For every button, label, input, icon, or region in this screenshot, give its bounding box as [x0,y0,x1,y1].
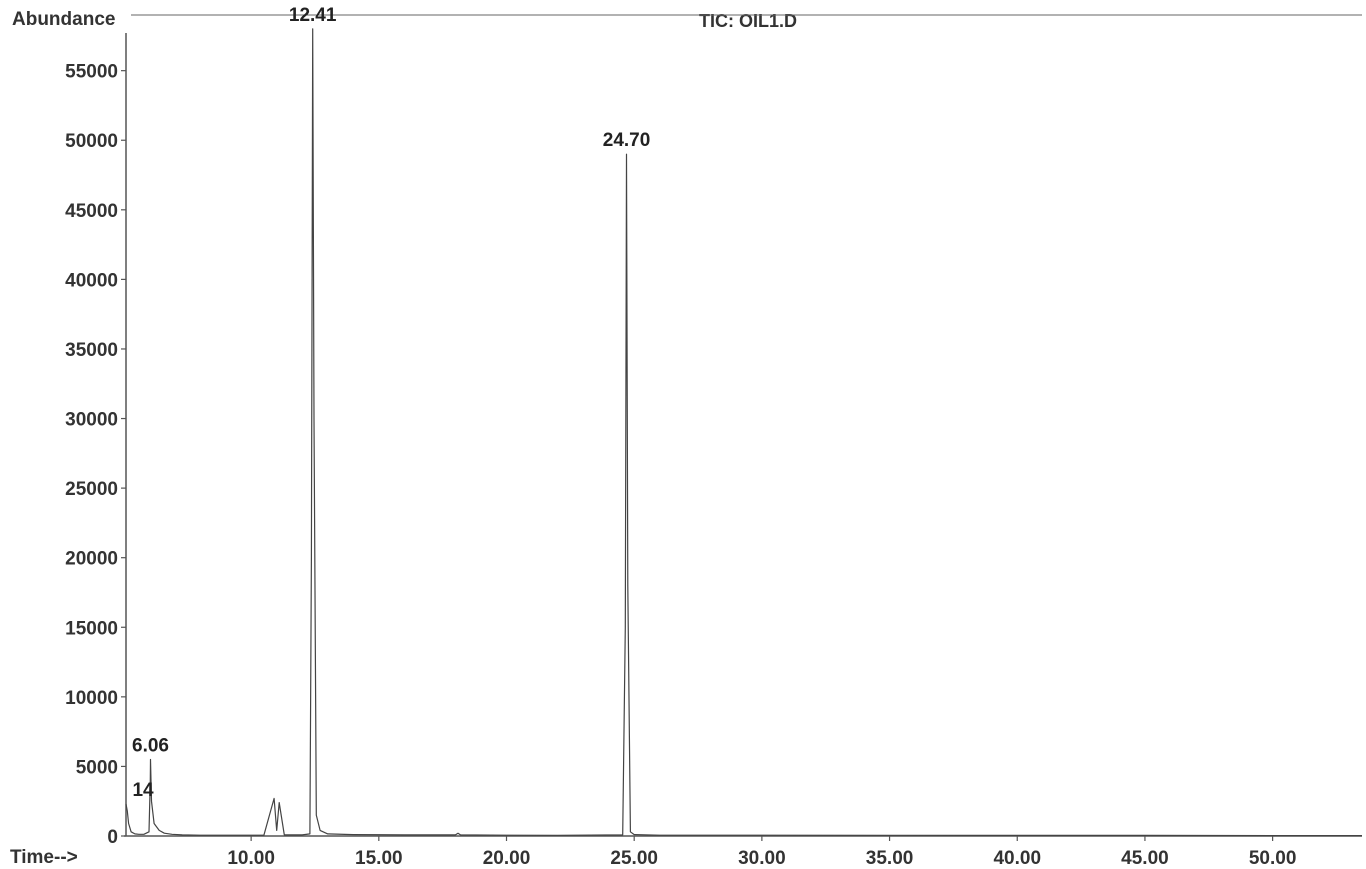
x-axis-ticks: 10.00 15.00 20.00 25.00 30.00 35.00 40.00 45.00… [227,836,1296,869]
chart-title: TIC: OIL1.D [699,11,797,31]
y-tick-label: 35000 [65,340,118,361]
y-tick-label: 10000 [65,688,118,709]
y-tick-label: 40000 [65,270,118,291]
x-axis-label: Time--> [10,847,78,868]
peak-labels: 14 6.06 12.41 24.70 [132,5,650,801]
y-tick-label: 25000 [65,479,118,500]
x-tick-label: 35.00 [866,848,914,869]
y-tick-label: 20000 [65,549,118,570]
peak-label: 14 [132,780,154,801]
x-tick-label: 15.00 [355,848,403,869]
y-axis-ticks: 0 5000 10000 15000 20000 25000 30000 35000 40000… [65,62,126,848]
y-tick-label: 15000 [65,618,118,639]
y-tick-label: 0 [107,827,118,848]
x-tick-label: 40.00 [993,848,1041,869]
peak-label: 6.06 [132,735,169,756]
peak-label: 24.70 [603,130,651,151]
y-tick-label: 50000 [65,131,118,152]
y-tick-label: 45000 [65,201,118,222]
x-tick-label: 50.00 [1249,848,1297,869]
peak-label: 12.41 [289,5,337,26]
y-axis-label: Abundance [12,9,115,30]
x-tick-label: 45.00 [1121,848,1169,869]
x-tick-label: 20.00 [483,848,531,869]
y-tick-label: 5000 [76,757,118,778]
x-tick-label: 10.00 [227,848,275,869]
x-tick-label: 30.00 [738,848,786,869]
tic-trace-line [125,28,1362,837]
y-tick-label: 30000 [65,410,118,431]
y-tick-label: 55000 [65,62,118,83]
x-tick-label: 25.00 [610,848,658,869]
